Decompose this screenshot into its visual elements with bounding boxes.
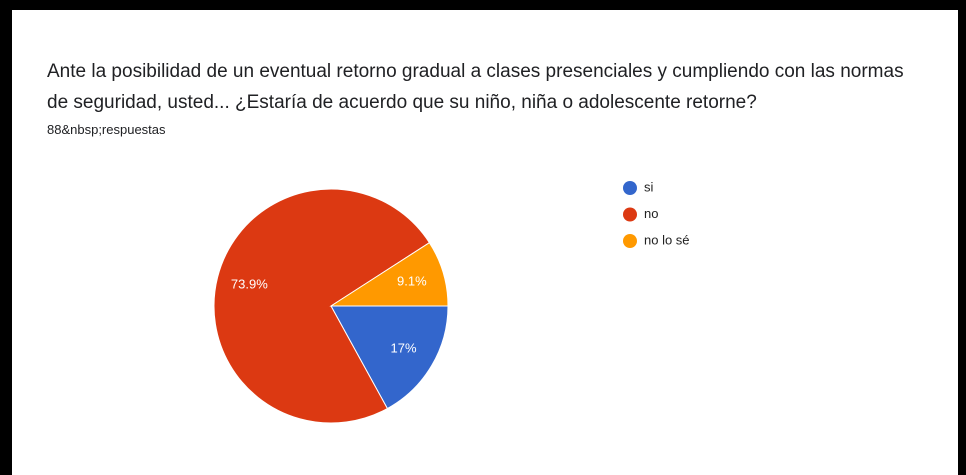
slice-label: 73.9% xyxy=(231,277,268,292)
legend-label: no lo sé xyxy=(644,232,690,247)
response-count: 88&nbsp;respuestas xyxy=(47,122,166,137)
legend-label: si xyxy=(644,179,654,194)
legend-label: no xyxy=(644,206,658,221)
legend-swatch xyxy=(623,207,637,222)
question-title: Ante la posibilidad de un eventual retor… xyxy=(47,61,904,113)
legend-swatch xyxy=(623,181,637,195)
pie-slice xyxy=(329,241,449,307)
slice-label: 17% xyxy=(390,340,416,355)
card: Ante la posibilidad de un eventual retor… xyxy=(12,10,958,475)
chart: 17% 73.9% 9.1% si no no lo sé xyxy=(213,179,690,424)
pie-slice xyxy=(330,305,449,410)
legend-swatch xyxy=(623,234,637,248)
slice-label: 9.1% xyxy=(397,274,427,289)
pie-slice xyxy=(213,188,431,424)
